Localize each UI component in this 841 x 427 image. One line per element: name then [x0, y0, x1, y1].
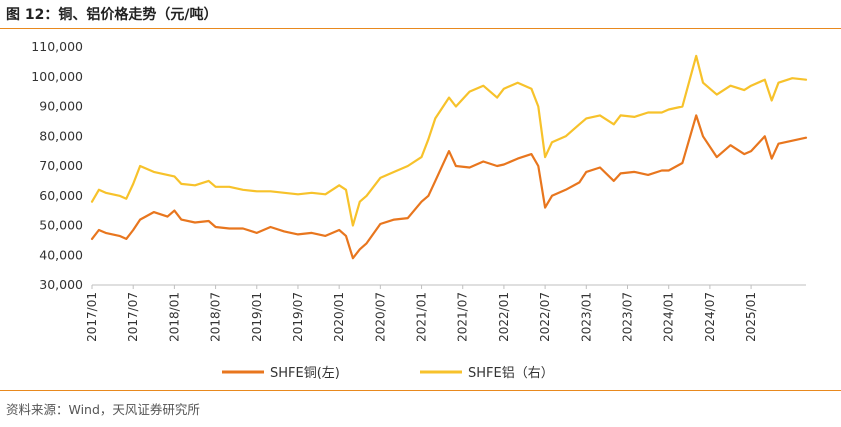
copper-series-line — [90, 114, 808, 260]
legend-label-aluminum: SHFE铝（右） — [468, 366, 554, 381]
x-tick-label: 2018/07 — [209, 292, 223, 342]
x-tick-label: 2023/07 — [621, 292, 635, 342]
y-tick-label: 110,000 — [31, 39, 83, 54]
x-tick-label: 2024/07 — [703, 292, 717, 342]
legend: SHFE铜(左) SHFE铝（右） — [222, 366, 554, 381]
x-tick-label: 2017/07 — [126, 292, 140, 342]
x-tick-label: 2018/01 — [167, 292, 181, 342]
y-tick-label: 50,000 — [39, 218, 83, 233]
figure-title: 图 12：铜、铝价格走势（元/吨） — [6, 7, 218, 23]
source-rule — [0, 390, 841, 391]
legend-label-copper: SHFE铜(左) — [270, 366, 340, 381]
x-tick-label: 2021/07 — [456, 292, 470, 342]
x-tick-label: 2023/01 — [579, 292, 593, 342]
x-tick-label: 2020/07 — [373, 292, 387, 342]
y-tick-label: 70,000 — [39, 158, 83, 173]
x-tick-label: 2017/01 — [85, 292, 99, 342]
x-tick-label: 2022/01 — [497, 292, 511, 342]
x-tick-label: 2021/01 — [415, 292, 429, 342]
source-note: 资料来源：Wind，天风证券研究所 — [6, 402, 200, 417]
y-tick-label: 100,000 — [31, 69, 83, 84]
y-tick-label: 40,000 — [39, 247, 83, 262]
aluminum-series-line — [90, 54, 808, 227]
x-tick-label: 2022/07 — [538, 292, 552, 342]
x-tick-label: 2025/01 — [744, 292, 758, 342]
y-tick-label: 90,000 — [39, 99, 83, 114]
y-tick-label: 80,000 — [39, 128, 83, 143]
title-rule — [0, 28, 841, 29]
x-tick-label: 2019/01 — [250, 292, 264, 342]
axes: 30,000 40,000 50,000 60,000 70,000 80,000 90,0… — [31, 39, 806, 342]
series-layer — [90, 54, 808, 260]
x-tick-label: 2024/01 — [662, 292, 676, 342]
x-tick-label: 2019/07 — [291, 292, 305, 342]
y-tick-label: 60,000 — [39, 188, 83, 203]
price-line-chart: 30,000 40,000 50,000 60,000 70,000 80,000 90,0… — [31, 39, 808, 381]
x-tick-label: 2020/01 — [332, 292, 346, 342]
y-tick-label: 30,000 — [39, 277, 83, 292]
